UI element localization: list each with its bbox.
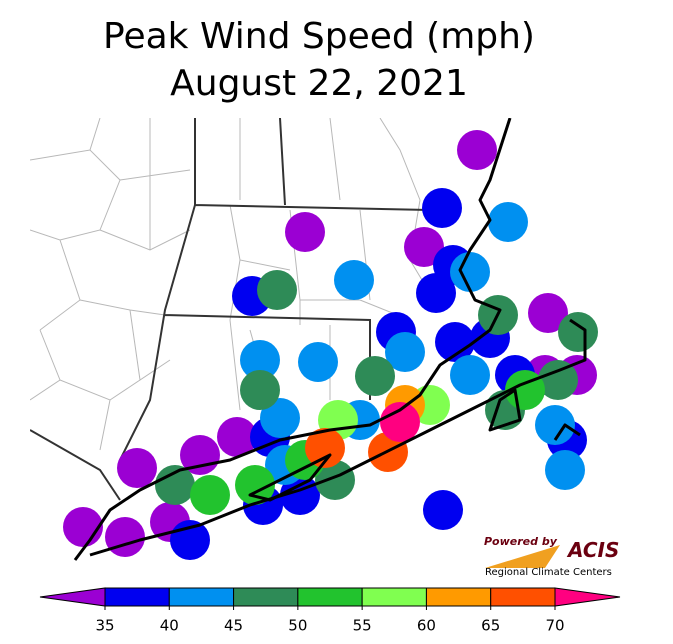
state-lines: [30, 118, 431, 501]
station-dot: [105, 517, 145, 557]
colorbar-bin: [425, 587, 492, 607]
colorbar-tick-label: 35: [95, 617, 114, 635]
colorbar-bin: [233, 587, 299, 607]
station-dot: [385, 332, 425, 372]
coastline: [73, 118, 587, 561]
logo-powered: Powered by: [484, 535, 558, 548]
station-dot: [450, 252, 490, 292]
colorbar-tick-label: 70: [545, 617, 564, 635]
station-dot: [315, 460, 355, 500]
station-dot: [423, 490, 463, 530]
station-dot: [235, 465, 275, 505]
station-dot: [117, 448, 157, 488]
station-dot: [155, 465, 195, 505]
station-dot: [538, 360, 578, 400]
station-dot: [404, 227, 444, 267]
station-dot: [285, 212, 325, 252]
colorbar-low: [39, 587, 106, 607]
station-dot: [355, 356, 395, 396]
logo-swoosh: [485, 545, 560, 568]
logo: Powered by ACIS Regional Climate Centers: [484, 535, 619, 578]
map: [30, 118, 598, 561]
station-dot: [217, 417, 257, 457]
colorbar-tick-label: 45: [224, 617, 243, 635]
station-dot: [558, 312, 598, 352]
station-dot: [422, 188, 462, 228]
station-dot: [305, 428, 345, 468]
colorbar-tick-label: 55: [353, 617, 372, 635]
logo-tagline: Regional Climate Centers: [485, 567, 612, 578]
colorbar-bin: [361, 587, 427, 607]
station-dot: [334, 260, 374, 300]
station-dot: [260, 398, 300, 438]
station-dot: [190, 475, 230, 515]
station-dot: [488, 202, 528, 242]
colorbar-bin: [168, 587, 235, 607]
county-lines: [30, 118, 441, 451]
title: Peak Wind Speed (mph): [103, 16, 535, 57]
subtitle: August 22, 2021: [170, 63, 468, 104]
station-dot: [298, 342, 338, 382]
colorbar-bin: [490, 587, 556, 607]
colorbar-tick-label: 40: [160, 617, 179, 635]
station-dot: [240, 340, 280, 380]
station-dot: [528, 293, 568, 333]
station-dot: [416, 273, 456, 313]
colorbar-bin: [297, 587, 363, 607]
station-dot: [450, 355, 490, 395]
colorbar-tick-label: 50: [288, 617, 307, 635]
station-dot: [257, 270, 297, 310]
colorbar-tick-label: 60: [417, 617, 436, 635]
station-dot: [457, 130, 497, 170]
colorbar-high: [554, 587, 621, 607]
station-dot: [545, 450, 585, 490]
logo-name: ACIS: [566, 538, 619, 562]
colorbar: 35 40 45 50 55 60 65 70: [39, 587, 621, 635]
station-dot: [380, 402, 420, 442]
station-dot: [435, 322, 475, 362]
station-dot: [240, 370, 280, 410]
station-dot: [535, 405, 575, 445]
colorbar-bin: [104, 587, 170, 607]
colorbar-tick-label: 65: [481, 617, 500, 635]
